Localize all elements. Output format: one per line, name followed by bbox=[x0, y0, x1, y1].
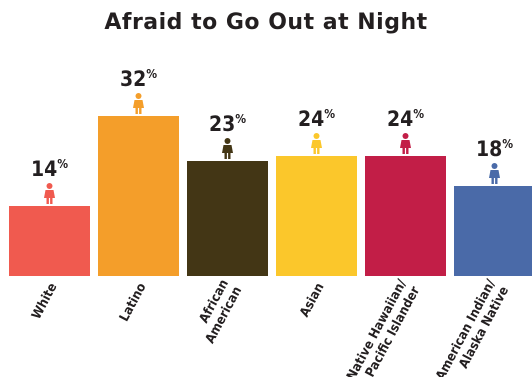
bar-1 bbox=[98, 116, 179, 276]
person-icon bbox=[133, 93, 144, 114]
bar-3 bbox=[276, 156, 357, 276]
person-icon bbox=[400, 133, 411, 154]
value-label-2: 23% bbox=[209, 112, 246, 136]
category-label-2: AfricanAmerican bbox=[190, 277, 246, 346]
bar-4 bbox=[365, 156, 446, 276]
person-icon bbox=[489, 163, 500, 184]
category-label-4: Native Hawaiian/Pacific Islander bbox=[344, 277, 423, 377]
value-label-4: 24% bbox=[387, 107, 424, 131]
value-label-5: 18% bbox=[476, 137, 513, 161]
bar-0 bbox=[9, 206, 90, 276]
value-label-0: 14% bbox=[31, 157, 68, 181]
category-label-0: White bbox=[29, 281, 60, 322]
person-icon bbox=[222, 138, 233, 159]
category-label-5: American Indian/Alaska Native bbox=[433, 277, 512, 377]
bar-5 bbox=[454, 186, 532, 276]
category-label-1: Latino bbox=[117, 281, 150, 325]
bar-2 bbox=[187, 161, 268, 276]
chart-title: Afraid to Go Out at Night bbox=[104, 10, 428, 35]
person-icon bbox=[44, 183, 55, 204]
value-label-3: 24% bbox=[298, 107, 335, 131]
person-icon bbox=[311, 133, 322, 154]
category-label-3: Asian bbox=[297, 281, 327, 320]
value-label-1: 32% bbox=[120, 67, 157, 91]
